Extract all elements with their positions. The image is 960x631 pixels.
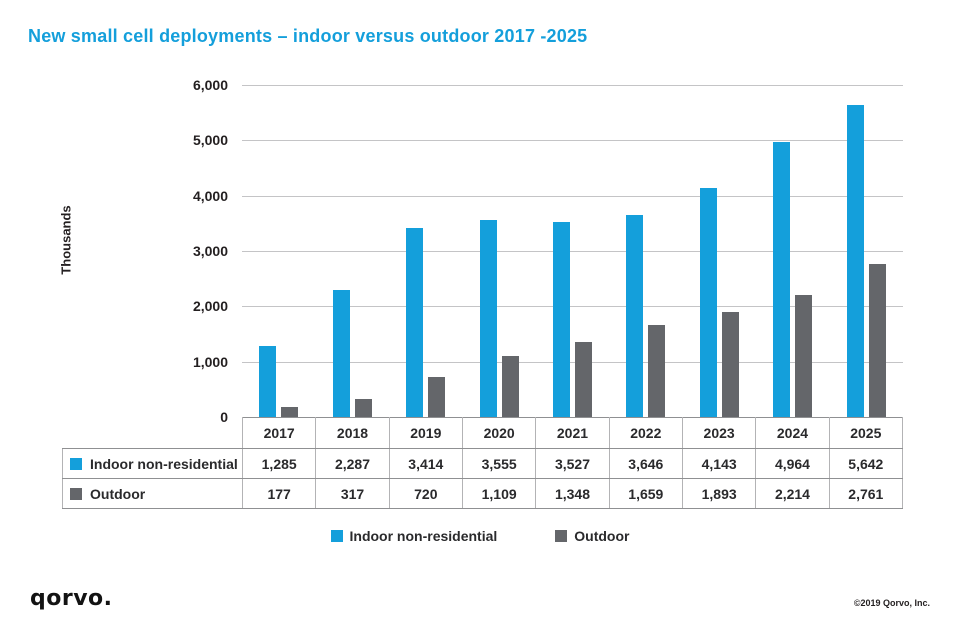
bar-outdoor-2021 [574, 342, 592, 417]
gridline-3000 [242, 251, 903, 252]
y-tick-label: 4,000 [192, 187, 228, 204]
legend-label: Outdoor [574, 528, 630, 544]
series-swatch-icon [70, 487, 82, 500]
bar-outdoor-2019 [428, 377, 446, 417]
value-cell: 2,214 [755, 478, 830, 509]
value-cell: 1,285 [241, 448, 317, 479]
value-cell: 317 [315, 478, 390, 509]
bar-indoor-non-residential-2021 [552, 221, 570, 417]
table-year-header: 2024 [755, 417, 830, 449]
table-year-header: 2022 [608, 417, 683, 449]
value-cell: 1,348 [535, 478, 610, 509]
bar-outdoor-2017 [281, 407, 299, 417]
table-corner-cell [62, 417, 243, 449]
value-cell: 720 [388, 478, 463, 509]
bar-outdoor-2022 [648, 325, 666, 417]
value-cell: 3,414 [388, 448, 463, 479]
value-cell: 2,761 [828, 478, 904, 509]
bar-indoor-non-residential-2022 [626, 215, 644, 417]
gridline-2000 [242, 306, 903, 308]
legend-item-outdoor: Outdoor [555, 528, 630, 544]
bar-indoor-non-residential-2024 [773, 142, 791, 417]
plot-area [242, 85, 903, 417]
qorvo-logo: qorvo. [30, 586, 113, 611]
table-header-row: 2017 2018 2019 2020 2021 2022 2023 2024 2025 [62, 417, 904, 449]
bar-indoor-non-residential-2018 [332, 290, 350, 417]
bar-outdoor-2025 [868, 264, 886, 417]
bar-indoor-non-residential-2020 [479, 220, 497, 417]
bar-indoor-non-residential-2025 [846, 104, 864, 417]
value-cell: 4,143 [681, 448, 757, 479]
series-swatch-icon [70, 457, 82, 470]
table-row-indoor-non-residential: Indoor non-residential 1,285 2,287 3,414 3,5… [62, 448, 904, 479]
legend-item-indoor-non-residential: Indoor non-residential [330, 528, 498, 544]
value-cell: 177 [241, 478, 317, 509]
value-cell: 3,646 [608, 448, 683, 479]
value-cell: 3,527 [535, 448, 610, 479]
copyright-text: ©2019 Qorvo, Inc. [853, 598, 930, 608]
series-label-cell: Outdoor [62, 478, 243, 509]
bar-outdoor-2018 [354, 399, 372, 417]
bar-outdoor-2020 [501, 355, 519, 417]
y-tick-label: 5,000 [192, 132, 228, 149]
bar-outdoor-2023 [721, 312, 739, 417]
data-table: 2017 2018 2019 2020 2021 2022 2023 2024 2025 Indo… [62, 417, 904, 509]
value-cell: 1,659 [608, 478, 683, 509]
y-tick-label: 6,000 [192, 77, 228, 93]
value-cell: 5,642 [828, 448, 904, 479]
legend-label: Indoor non-residential [349, 528, 498, 544]
value-cell: 2,287 [315, 448, 390, 479]
gridline-5000 [242, 140, 903, 142]
bar-group-2017 [242, 85, 315, 417]
y-tick-label: 1,000 [192, 353, 228, 370]
y-tick-label: 2,000 [192, 298, 228, 315]
chart-title: New small cell deployments – indoor vers… [28, 26, 588, 46]
bar-indoor-non-residential-2017 [259, 345, 277, 417]
gridline-6000 [242, 85, 903, 86]
bar-indoor-non-residential-2023 [699, 187, 717, 417]
table-year-header: 2017 [241, 417, 317, 449]
table-year-header: 2018 [315, 417, 390, 449]
gridline-1000 [242, 361, 903, 363]
table-year-header: 2023 [681, 417, 757, 449]
bar-group-2023 [683, 85, 756, 417]
legend-swatch-icon [555, 530, 568, 542]
y-tick-label: 0 [220, 409, 228, 425]
value-cell: 1,893 [681, 478, 757, 509]
table-year-header: 2025 [828, 417, 904, 449]
table-year-header: 2019 [388, 417, 463, 449]
chart-legend: Indoor non-residential Outdoor [0, 528, 960, 544]
bar-group-2025 [830, 85, 903, 417]
y-tick-label: 3,000 [192, 243, 228, 259]
table-row-outdoor: Outdoor 177 317 720 1,109 1,348 1,659 1,893 2,21… [62, 478, 904, 509]
bar-group-2022 [609, 85, 682, 417]
value-cell: 3,555 [461, 448, 537, 479]
bar-group-2020 [462, 85, 535, 417]
value-cell: 1,109 [461, 478, 537, 509]
bar-group-2019 [389, 85, 462, 417]
gridline-4000 [242, 195, 903, 197]
bar-indoor-non-residential-2019 [406, 228, 424, 417]
table-year-header: 2021 [535, 417, 610, 449]
value-cell: 4,964 [755, 448, 830, 479]
bar-group-2018 [315, 85, 388, 417]
legend-swatch-icon [330, 530, 343, 542]
table-year-header: 2020 [461, 417, 537, 449]
y-axis-label: Thousands [58, 205, 74, 275]
bar-group-2024 [756, 85, 829, 417]
series-label-cell: Indoor non-residential [62, 448, 243, 479]
bar-group-2021 [536, 85, 609, 417]
bar-outdoor-2024 [795, 294, 813, 417]
